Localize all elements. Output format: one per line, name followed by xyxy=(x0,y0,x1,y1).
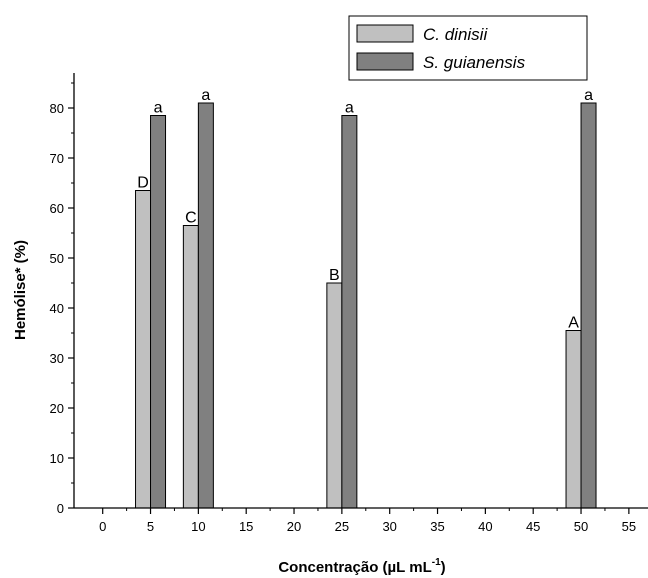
legend-swatch-c-dinisii xyxy=(356,24,414,43)
bar-significance-label: A xyxy=(568,315,579,332)
x-axis-title-main: Concentração (µL mL xyxy=(278,559,431,576)
bar-s-guianensis xyxy=(197,102,214,509)
y-tick-label: 80 xyxy=(50,101,64,116)
y-tick-label: 60 xyxy=(50,201,64,216)
bar-c-dinisii xyxy=(565,330,582,509)
y-tick-label: 50 xyxy=(50,251,64,266)
x-tick-label: 0 xyxy=(99,519,106,534)
y-tick-label: 10 xyxy=(50,451,64,466)
bar-significance-label: a xyxy=(345,100,354,117)
bar-significance-label: a xyxy=(154,100,163,117)
bar-s-guianensis xyxy=(150,115,167,509)
bars xyxy=(135,102,597,509)
y-tick-label: 30 xyxy=(50,351,64,366)
legend: C. dinisii S. guianensis xyxy=(348,15,588,81)
bar-significance-label: a xyxy=(584,87,593,104)
x-tick-label: 45 xyxy=(526,519,540,534)
bar-significance-label: B xyxy=(329,267,340,284)
x-tick-label: 35 xyxy=(430,519,444,534)
x-axis-title-superscript: -1 xyxy=(432,557,441,568)
x-tick-label: 25 xyxy=(335,519,349,534)
bar-c-dinisii xyxy=(326,282,343,509)
y-tick-label: 70 xyxy=(50,151,64,166)
x-tick-label: 30 xyxy=(382,519,396,534)
bar-c-dinisii xyxy=(182,225,199,509)
bar-s-guianensis xyxy=(580,102,597,509)
y-tick-label: 20 xyxy=(50,401,64,416)
x-tick-label: 5 xyxy=(147,519,154,534)
x-axis-title-suffix: ) xyxy=(441,559,446,576)
bar-s-guianensis xyxy=(341,115,358,509)
x-tick-label: 15 xyxy=(239,519,253,534)
legend-label-s-guianensis: S. guianensis xyxy=(423,53,526,72)
legend-label-c-dinisii: C. dinisii xyxy=(423,25,488,44)
x-tick-label: 10 xyxy=(191,519,205,534)
bar-labels: D C B Aa a a a xyxy=(137,87,593,332)
x-axis-title: Concentração (µL mL-1) xyxy=(278,557,445,576)
legend-swatch-s-guianensis xyxy=(356,52,414,71)
bar-c-dinisii xyxy=(135,190,152,509)
x-axis-ticks: 0 5 10 15 20 25 30 35 40 45 50 55 xyxy=(99,508,636,534)
bar-significance-label: D xyxy=(137,175,149,192)
y-axis-title: Hemólise* (%) xyxy=(12,240,29,340)
bar-significance-label: C xyxy=(185,210,197,227)
bar-significance-label: a xyxy=(201,87,210,104)
x-tick-label: 20 xyxy=(287,519,301,534)
x-tick-label: 50 xyxy=(574,519,588,534)
x-tick-label: 40 xyxy=(478,519,492,534)
y-axis-ticks: 0 10 20 30 40 50 60 70 80 xyxy=(50,82,74,516)
y-tick-label: 0 xyxy=(57,501,64,516)
x-tick-label: 55 xyxy=(622,519,636,534)
y-tick-label: 40 xyxy=(50,301,64,316)
